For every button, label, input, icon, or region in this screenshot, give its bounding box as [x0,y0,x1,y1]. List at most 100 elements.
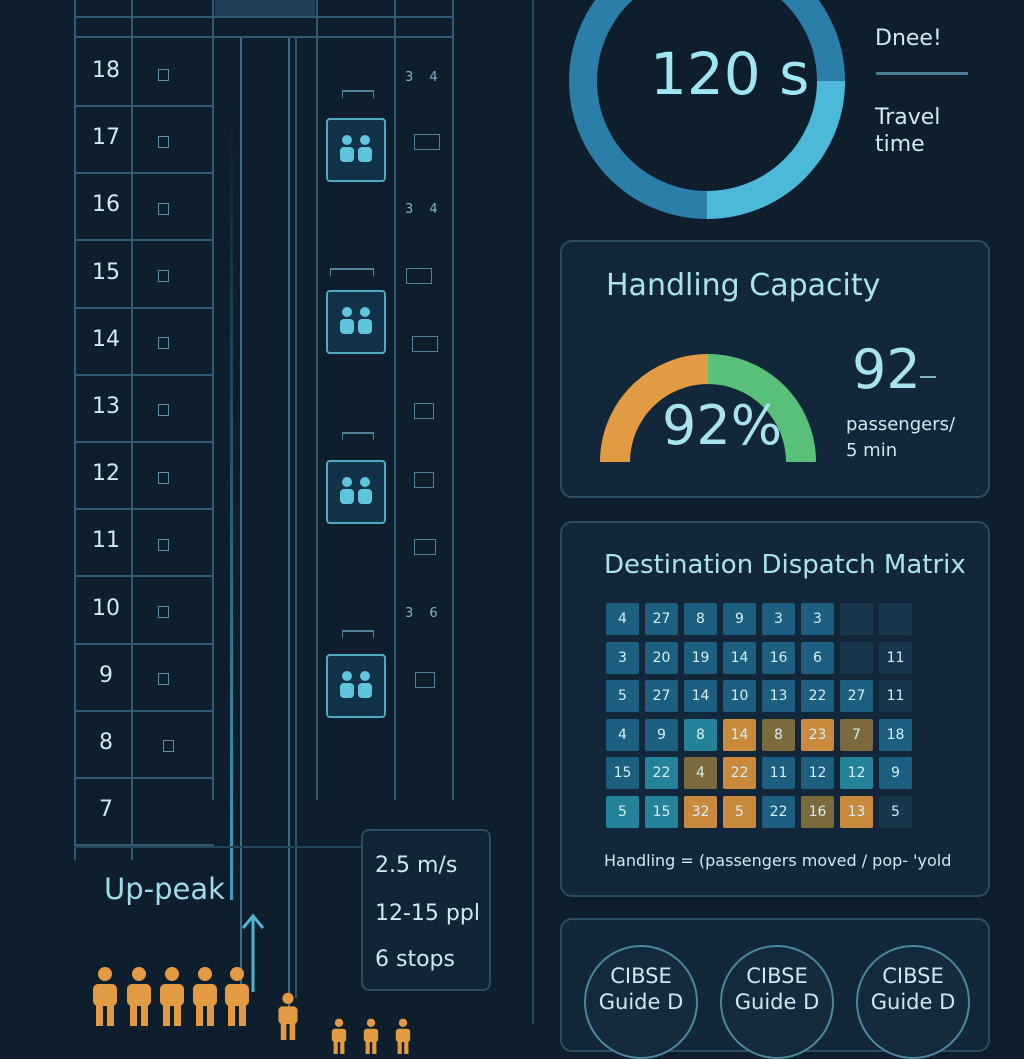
matrix-cell[interactable]: 5 [606,680,639,712]
matrix-cell[interactable]: 15 [606,757,639,789]
matrix-cell[interactable]: 32 [684,795,717,828]
matrix-cell[interactable]: 4 [606,603,639,635]
matrix-cell[interactable]: 22 [723,757,756,789]
shaft-line [131,0,133,860]
matrix-cell[interactable]: 6 [801,641,834,674]
matrix-cell[interactable]: 3 [762,603,795,635]
matrix-cell[interactable]: 22 [645,757,678,789]
shaft-line [316,0,318,800]
matrix-cell[interactable]: 9 [723,603,756,635]
matrix-cell[interactable]: 12 [840,757,873,789]
matrix-cell[interactable]: 10 [723,680,756,712]
floor-indicator [414,403,434,419]
matrix-cell[interactable]: 8 [762,718,795,751]
legend-line [876,72,968,75]
passengers-icon [340,671,372,698]
matrix-cell[interactable]: 3 [801,603,834,635]
elevator-car[interactable] [326,460,386,524]
person-icon [193,967,217,1026]
matrix-cell[interactable]: 5 [606,795,639,828]
matrix-cell[interactable]: 18 [879,718,912,751]
person-icon [363,1018,379,1054]
floor-separator [74,642,214,645]
standards-panel: CIBSE Guide D CIBSE Guide D CIBSE Guide … [560,918,990,1059]
floor-separator [74,239,214,242]
travel-label-line1: Travel [875,105,941,130]
floor-number: 15 [92,259,120,285]
matrix-cell[interactable]: 16 [801,795,834,828]
matrix-cell[interactable]: 3 [606,641,639,674]
spec-box: 2.5 m/s 12-15 ppl 6 stops [361,829,491,991]
person-icon [395,1018,411,1054]
matrix-cell[interactable]: 13 [840,795,873,828]
floor-separator [74,575,214,578]
matrix-cell[interactable]: 23 [801,718,834,751]
matrix-cell[interactable]: 14 [723,718,756,751]
travel-time-value: 120 s [650,40,810,108]
handling-percent: 92% [662,394,783,457]
cibse-badge[interactable]: CIBSE Guide D [720,945,834,1059]
matrix-cell[interactable]: 22 [762,795,795,828]
matrix-cell[interactable]: 11 [879,641,912,674]
passengers-icon [340,477,372,504]
floor-indicator [414,472,434,488]
matrix-cell[interactable]: 11 [762,757,795,789]
matrix-cell[interactable] [840,603,873,635]
elevator-car[interactable] [326,290,386,354]
floor-number: 18 [92,58,120,83]
floor-number: 11 [92,528,120,554]
matrix-cell[interactable]: 27 [645,603,678,635]
matrix-cell[interactable] [879,603,912,635]
matrix-cell[interactable]: 8 [684,603,717,635]
floor-number: 10 [92,595,120,621]
matrix-cell[interactable]: 9 [879,757,912,789]
matrix-cell[interactable]: 19 [684,641,717,674]
matrix-cell[interactable]: 22 [801,680,834,712]
matrix-cell[interactable]: 5 [879,795,912,828]
floor-separator [74,441,214,443]
matrix-cell[interactable]: 9 [645,718,678,751]
floor-indicator [406,268,432,284]
handling-gauge [600,354,816,463]
speed-spec: 2.5 m/s [375,853,458,878]
matrix-cell[interactable]: 12 [801,757,834,789]
matrix-cell[interactable]: 16 [762,641,795,674]
cable-line [288,38,290,1018]
matrix-cell[interactable]: 8 [684,718,717,751]
floor-separator [74,709,214,712]
matrix-cell[interactable]: 15 [645,795,678,828]
floor-note: 3 4 [405,70,444,85]
matrix-cell[interactable]: 4 [606,718,639,751]
person-icon [278,992,298,1040]
floor-number: 12 [92,461,120,487]
matrix-cell[interactable]: 5 [723,795,756,828]
matrix-cell[interactable] [840,641,873,674]
matrix-cell[interactable]: 11 [879,680,912,712]
floor-number: 14 [92,326,120,352]
value-dash [920,376,936,378]
matrix-cell[interactable]: 14 [723,641,756,674]
cibse-badge[interactable]: CIBSE Guide D [584,945,698,1059]
car-roof [342,630,374,638]
matrix-cell[interactable]: 4 [684,757,717,789]
handling-formula: Handling = (passengers moved / pop- 'yol… [604,851,952,870]
person-icon [160,967,184,1026]
floor-number: 8 [99,730,113,755]
matrix-cell[interactable]: 14 [684,680,717,712]
cibse-badge[interactable]: CIBSE Guide D [856,945,970,1059]
matrix-cell[interactable]: 13 [762,680,795,712]
matrix-cell[interactable]: 27 [645,680,678,712]
floor-indicator [158,136,169,148]
floor-indicator [158,203,169,215]
matrix-cell[interactable]: 20 [645,641,678,674]
car-roof [342,90,374,98]
matrix-cell[interactable]: 27 [840,680,873,712]
elevator-car[interactable] [326,654,386,718]
floor-indicator [158,270,169,282]
elevator-car[interactable] [326,118,386,182]
floor-number: 16 [92,192,120,218]
matrix-cell[interactable]: 7 [840,718,873,751]
capacity-spec: 12-15 ppl [375,901,480,926]
floor-number: 13 [92,394,120,419]
shaft-glow [230,120,233,900]
